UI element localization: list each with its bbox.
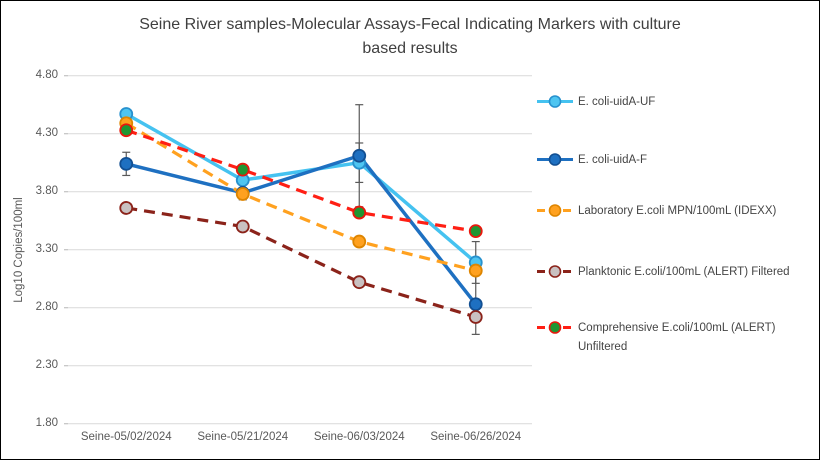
data-point-series-3 <box>352 275 367 290</box>
data-point-series-4 <box>468 224 483 239</box>
data-point-series-1 <box>352 148 367 163</box>
series-line-1 <box>125 153 478 306</box>
data-point-series-1 <box>468 297 483 312</box>
legend-line-sample <box>537 265 573 278</box>
data-point-series-2 <box>235 187 250 201</box>
series-line-3 <box>125 206 477 319</box>
chart-title: Seine River samples-Molecular Assays-Fec… <box>1 13 819 61</box>
data-point-series-3 <box>235 219 250 234</box>
legend-label: E. coli-uidA-UF <box>578 96 656 108</box>
series-line-0 <box>125 112 477 264</box>
y-tick-label: 1.80 <box>35 416 58 429</box>
y-tick-label: 2.30 <box>35 358 58 371</box>
x-tick-label: Seine-06/03/2024 <box>313 431 405 443</box>
series-line-2 <box>125 121 477 273</box>
y-tick-label: 3.80 <box>35 184 58 197</box>
legend-entry-3: Planktonic E.coli/100mL (ALERT) Filtered <box>537 263 809 282</box>
legend-label: E. coli-uidA-F <box>578 154 648 166</box>
legend-line-sample <box>537 95 573 108</box>
y-tick-label: 3.30 <box>35 242 58 255</box>
chart-title-line2: based results <box>362 40 458 57</box>
data-point-series-4 <box>119 123 134 138</box>
x-tick-label: Seine-06/26/2024 <box>430 431 522 443</box>
data-point-series-3 <box>468 310 483 324</box>
data-point-series-1 <box>119 156 134 171</box>
legend-label: Comprehensive E.coli/100mL (ALERT) Unfil… <box>578 322 776 353</box>
data-point-series-4 <box>235 162 250 177</box>
data-point-series-3 <box>119 201 134 215</box>
legend-label: Planktonic E.coli/100mL (ALERT) Filtered <box>578 266 790 278</box>
legend-entry-2: Laboratory E.coli MPN/100mL (IDEXX) <box>537 202 809 221</box>
y-tick-label: 2.80 <box>35 300 58 313</box>
data-point-series-2 <box>468 263 483 278</box>
y-tick-label: 4.30 <box>35 126 58 139</box>
legend-line-sample <box>537 321 573 334</box>
legend-label: Laboratory E.coli MPN/100mL (IDEXX) <box>578 205 777 217</box>
y-tick-label: 4.80 <box>35 68 58 81</box>
legend-line-sample <box>537 204 573 217</box>
legend-entry-0: E. coli-uidA-UF <box>537 93 809 112</box>
chart-title-line1: Seine River samples-Molecular Assays-Fec… <box>139 16 681 33</box>
legend-entry-4: Comprehensive E.coli/100mL (ALERT) Unfil… <box>537 319 809 357</box>
x-tick-label: Seine-05/21/2024 <box>197 431 289 443</box>
series-line-4 <box>125 128 477 233</box>
data-point-series-2 <box>352 234 367 249</box>
legend-entry-1: E. coli-uidA-F <box>537 151 809 170</box>
data-point-series-4 <box>352 205 367 220</box>
legend-line-sample <box>537 153 573 166</box>
x-tick-label: Seine-05/02/2024 <box>80 431 172 443</box>
